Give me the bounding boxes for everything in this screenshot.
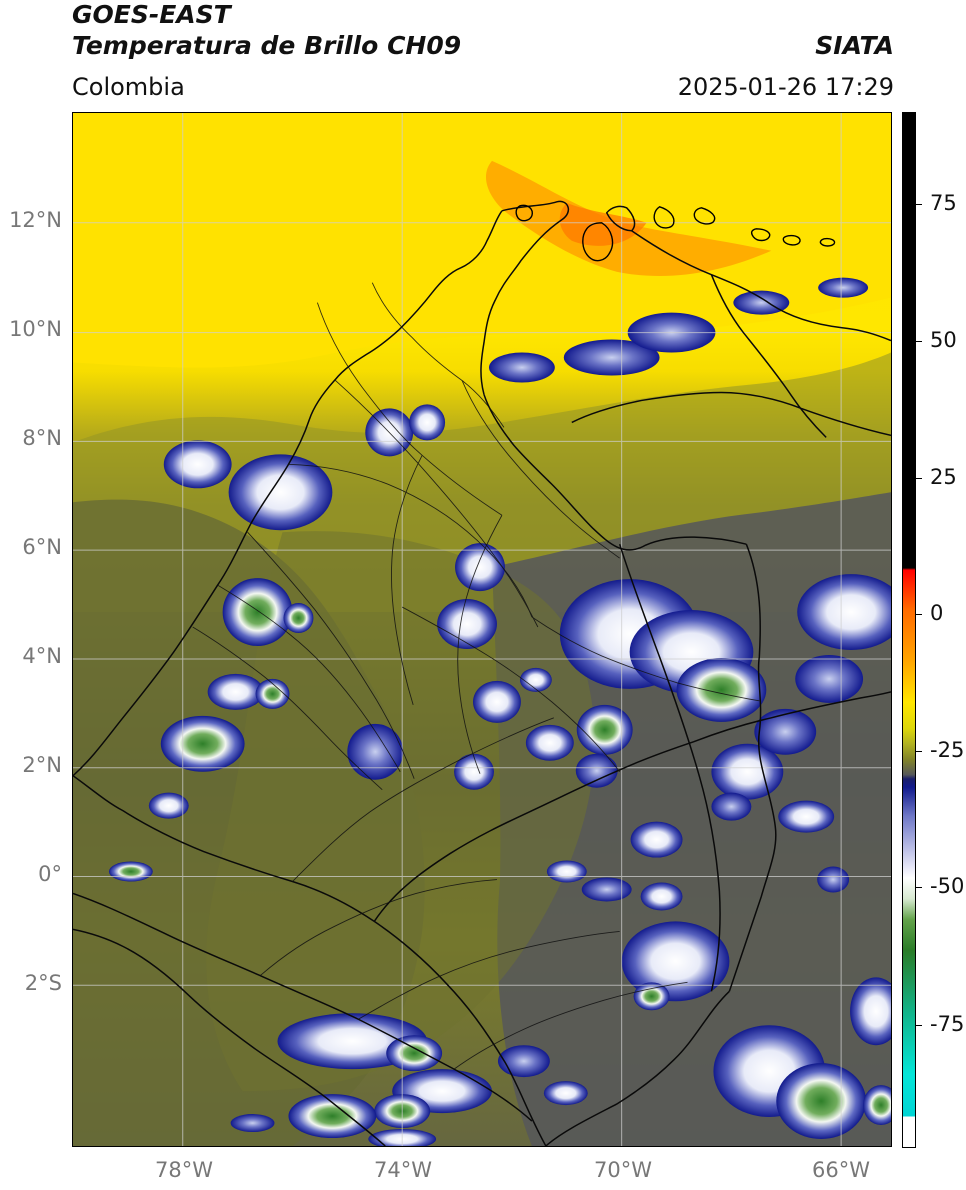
- lon-label-74w: 74°W: [374, 1158, 432, 1182]
- lat-label-12n: 12°N: [9, 208, 62, 232]
- title-organization: SIATA: [815, 31, 894, 60]
- timestamp-label: 2025-01-26 17:29: [677, 73, 894, 101]
- title-satellite: GOES-EAST: [72, 0, 231, 29]
- title-product: Temperatura de Brillo CH09: [72, 31, 462, 60]
- map-frame: [72, 112, 892, 1147]
- lat-label-8n: 8°N: [22, 426, 62, 450]
- country-boundaries: [73, 200, 891, 1146]
- warm-band: [73, 113, 891, 368]
- colorbar-label-minus75: -75: [930, 1012, 965, 1036]
- slate-center: [206, 531, 595, 1092]
- colorbar-label-75: 75: [930, 191, 957, 215]
- satellite-map: [73, 113, 891, 1146]
- subtitle-region: Colombia: [72, 73, 185, 101]
- colorbar-tick-minus25: [916, 751, 922, 752]
- venezuela-coast: [515, 204, 836, 262]
- colorbar-tick-minus50: [916, 887, 922, 888]
- colorbar-label-minus50: -50: [930, 874, 965, 898]
- department-boundaries: [192, 282, 760, 1070]
- colorbar-tick-75: [916, 204, 922, 205]
- lat-label-2s: 2°S: [24, 971, 62, 995]
- colorbar-tick-50: [916, 341, 922, 342]
- colorbar-label-25: 25: [930, 465, 957, 489]
- colorbar-label-minus25: -25: [930, 738, 965, 762]
- lon-label-78w: 78°W: [155, 1158, 213, 1182]
- colorbar-label-50: 50: [930, 328, 957, 352]
- lon-label-70w: 70°W: [594, 1158, 652, 1182]
- lat-label-6n: 6°N: [22, 535, 62, 559]
- lat-label-2n: 2°N: [22, 753, 62, 777]
- graticule: [73, 113, 891, 1146]
- colorbar-label-0: 0: [930, 601, 944, 625]
- lon-label-66w: 66°W: [812, 1158, 870, 1182]
- colorbar-tick-25: [916, 478, 922, 479]
- colorbar-tick-minus75: [916, 1025, 922, 1026]
- colorbar: [902, 112, 916, 1148]
- colorbar-tick-0: [916, 614, 922, 615]
- orange-core: [485, 160, 772, 277]
- lat-label-0: 0°: [38, 862, 62, 886]
- lat-label-10n: 10°N: [9, 317, 62, 341]
- lat-label-4n: 4°N: [22, 644, 62, 668]
